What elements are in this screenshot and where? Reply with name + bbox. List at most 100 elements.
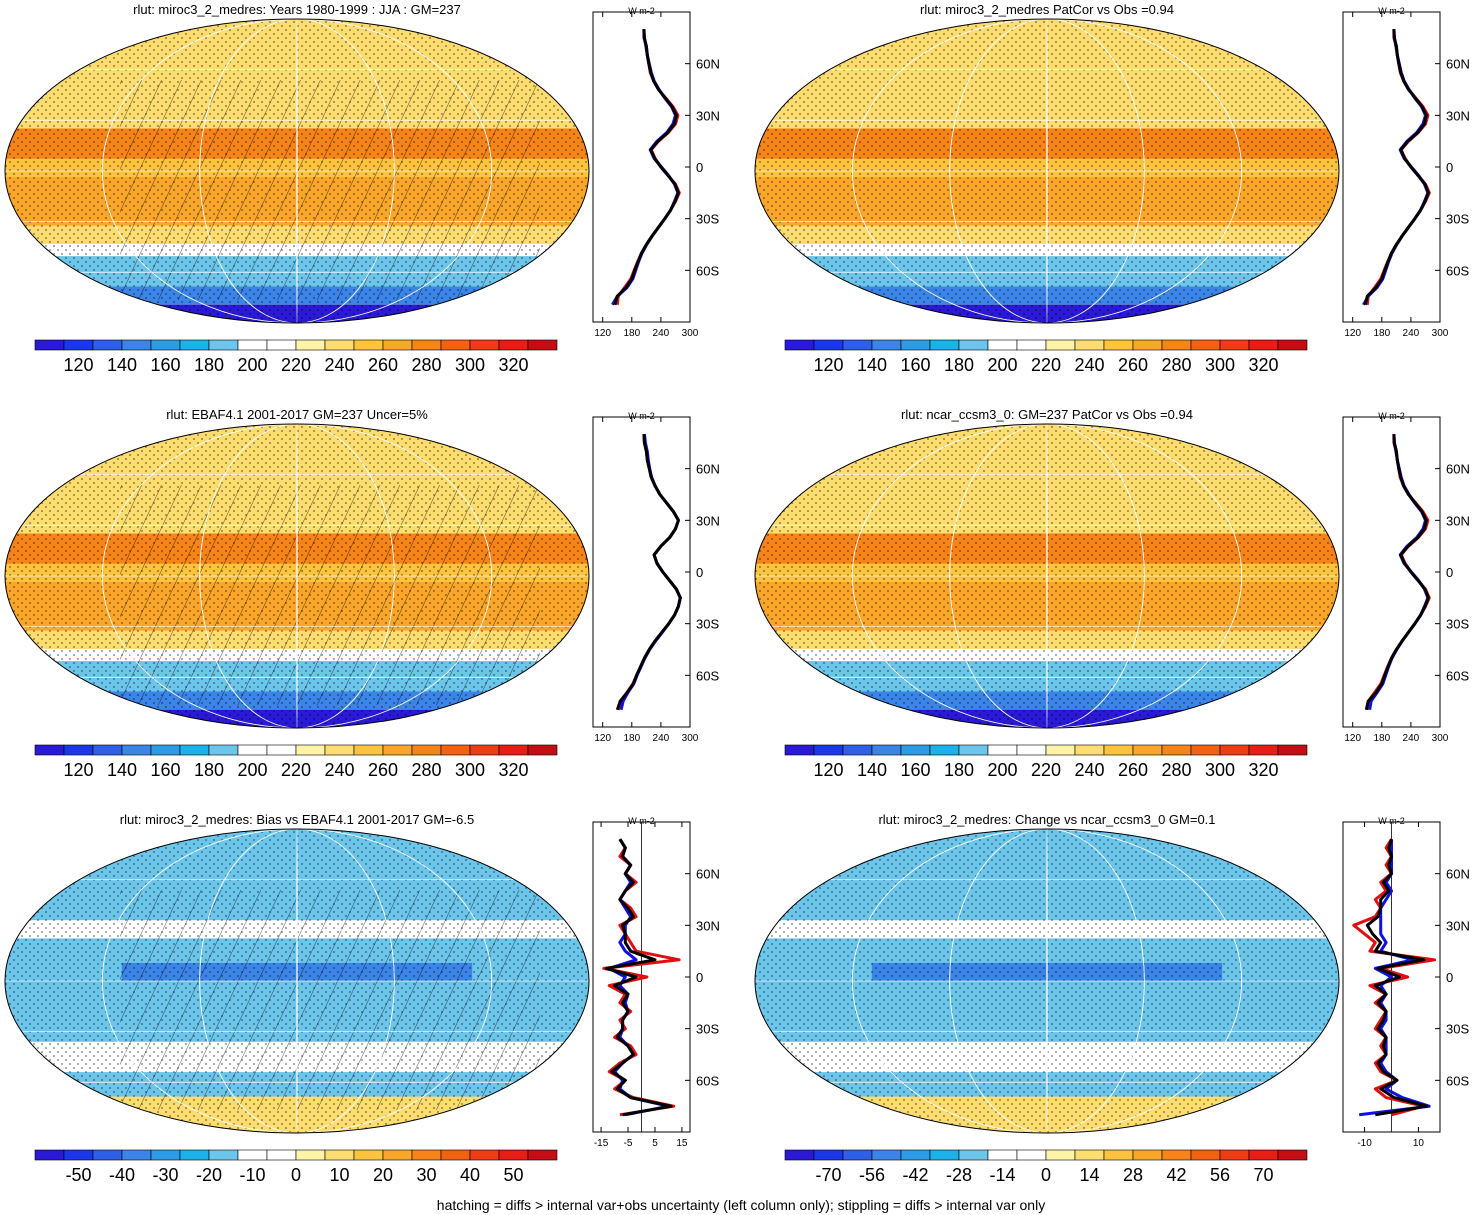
x-tick-label: 240 [1403,328,1420,339]
colorbar-swatch [353,339,384,351]
colorbar-swatch [34,339,65,351]
colorbar-label: 220 [1031,760,1061,780]
colorbar-swatch [150,339,181,351]
colorbar-swatch [440,339,471,351]
zonal-mean-plot: W m-2 60N 30N 0 30S 60S 120 180 240 300 [592,6,720,339]
x-tick-label: 240 [653,733,670,744]
colorbar-swatch [150,1149,181,1161]
x-tick-label: 120 [594,328,611,339]
x-tick-label: -5 [624,1138,633,1149]
colorbar-swatch [929,1149,960,1161]
lat-tick-label: 60S [696,1073,719,1088]
colorbar-swatch [871,744,902,756]
colorbar-swatch [929,744,960,756]
colorbar-label: -50 [65,1165,91,1185]
colorbar-label: 260 [1118,355,1148,375]
colorbar-swatch [382,744,413,756]
colorbar-swatch [1161,339,1192,351]
colorbar-label: -40 [109,1165,135,1185]
lat-tick-label: 30S [1446,212,1469,227]
map-field [755,424,1339,728]
colorbar-swatch [1190,1149,1221,1161]
colorbar: 120 140 160 180 200 220 240 260 280 300 320 [34,339,558,375]
colorbar-label: 280 [1161,760,1191,780]
zonal-mean-plot: W m-2 60N 30N 0 30S 60S 120 180 240 300 [1342,411,1470,744]
lat-tick-label: 30S [1446,617,1469,632]
colorbar-swatch [1277,744,1308,756]
colorbar-swatch [900,339,931,351]
colorbar-swatch [469,1149,500,1161]
colorbar-swatch [121,339,152,351]
colorbar-swatch [295,744,326,756]
colorbar-swatch [1219,1149,1250,1161]
lat-tick-label: 0 [696,970,703,985]
colorbar-swatch [527,339,558,351]
x-tick-label: 300 [682,328,699,339]
colorbar-swatch [1103,1149,1134,1161]
colorbar-swatch [784,1149,815,1161]
lat-tick-label: 60N [696,57,720,72]
colorbar-swatch [1074,744,1105,756]
colorbar-label: 160 [150,760,180,780]
lat-tick-label: 0 [1446,970,1453,985]
colorbar-label: 320 [498,760,528,780]
colorbar-label: 20 [373,1165,393,1185]
map-field [5,829,589,1133]
colorbar-swatch [1045,744,1076,756]
colorbar-swatch [1045,1149,1076,1161]
colorbar-swatch [1219,744,1250,756]
panel: rlut: miroc3_2_medres: Bias vs EBAF4.1 2… [4,812,720,1185]
colorbar-label: 160 [900,355,930,375]
colorbar-swatch [784,339,815,351]
map-outline [754,423,1340,729]
colorbar-swatch [353,1149,384,1161]
x-tick-label: 180 [1373,733,1390,744]
x-tick-label: 120 [1344,733,1361,744]
map-outline [4,423,590,729]
panel-title: rlut: ncar_ccsm3_0: GM=237 PatCor vs Obs… [901,407,1193,422]
lat-tick-label: 60S [1446,263,1469,278]
colorbar-swatch [1248,339,1279,351]
colorbar-swatch [871,339,902,351]
map-field [5,424,589,728]
map-field [755,829,1339,1133]
colorbar-swatch [1277,339,1308,351]
zonal-mean-plot: W m-2 60N 30N 0 30S 60S 120 180 240 300 [592,411,720,744]
colorbar-label: 320 [1248,355,1278,375]
colorbar-label: 300 [455,760,485,780]
colorbar-label: 180 [194,355,224,375]
colorbar-label: 260 [368,355,398,375]
x-tick-label: 240 [1403,733,1420,744]
colorbar-swatch [958,744,989,756]
lat-tick-label: 30S [696,212,719,227]
zonal-frame [1342,416,1441,728]
colorbar-swatch [266,1149,297,1161]
colorbar: -50 -40 -30 -20 -10 0 10 20 30 40 50 [34,1149,558,1185]
colorbar-swatch [208,744,239,756]
zonal-unit: W m-2 [1378,411,1405,421]
zonal-unit: W m-2 [1378,816,1405,826]
lat-tick-label: 60S [696,668,719,683]
zonal-unit: W m-2 [628,6,655,16]
colorbar-label: 300 [1205,760,1235,780]
x-tick-label: 180 [1373,328,1390,339]
x-tick-label: -15 [594,1138,609,1149]
colorbar-swatch [63,744,94,756]
colorbar-label: 280 [411,760,441,780]
x-tick-label: -10 [1357,1138,1372,1149]
colorbar-swatch [1103,744,1134,756]
colorbar-label: -28 [946,1165,972,1185]
colorbar-swatch [527,1149,558,1161]
colorbar-label: 70 [1253,1165,1273,1185]
colorbar-swatch [63,1149,94,1161]
colorbar: 120 140 160 180 200 220 240 260 280 300 320 [784,744,1308,780]
map-outline [754,828,1340,1134]
colorbar-swatch [179,339,210,351]
colorbar-swatch [842,1149,873,1161]
lat-tick-label: 0 [1446,565,1453,580]
lat-tick-label: 60N [1446,462,1470,477]
lat-tick-label: 30N [1446,513,1470,528]
lat-tick-label: 0 [696,565,703,580]
colorbar-label: 240 [1074,760,1104,780]
colorbar-swatch [1074,339,1105,351]
